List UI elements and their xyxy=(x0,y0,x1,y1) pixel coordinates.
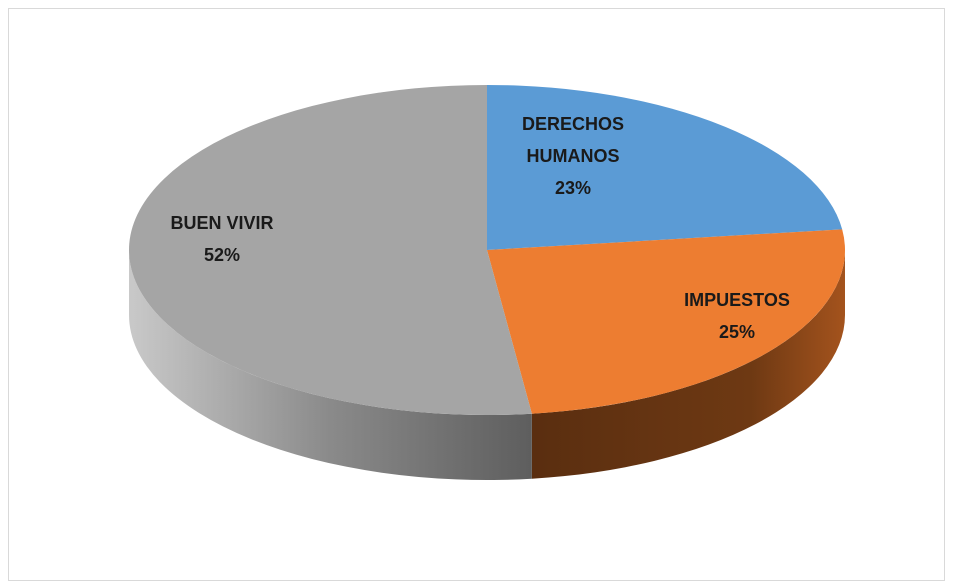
slice-side xyxy=(129,250,532,480)
slice xyxy=(487,85,843,250)
category-label: BUEN VIVIR xyxy=(170,213,274,233)
data-label: IMPUESTOS 25% xyxy=(684,284,790,348)
category-label: DERECHOS HUMANOS xyxy=(521,114,624,166)
value-label: 52% xyxy=(203,245,241,265)
category-label: IMPUESTOS xyxy=(684,290,790,310)
value-label: 23% xyxy=(554,178,592,198)
slice xyxy=(128,85,532,415)
slice-side xyxy=(531,250,845,479)
value-label: 25% xyxy=(718,322,756,342)
data-label: BUEN VIVIR 52% xyxy=(170,207,273,271)
slice xyxy=(487,229,845,414)
data-label: DERECHOS HUMANOS 23% xyxy=(513,108,633,204)
